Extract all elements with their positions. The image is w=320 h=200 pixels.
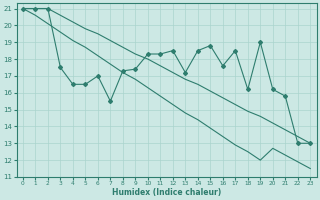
X-axis label: Humidex (Indice chaleur): Humidex (Indice chaleur) — [112, 188, 221, 197]
